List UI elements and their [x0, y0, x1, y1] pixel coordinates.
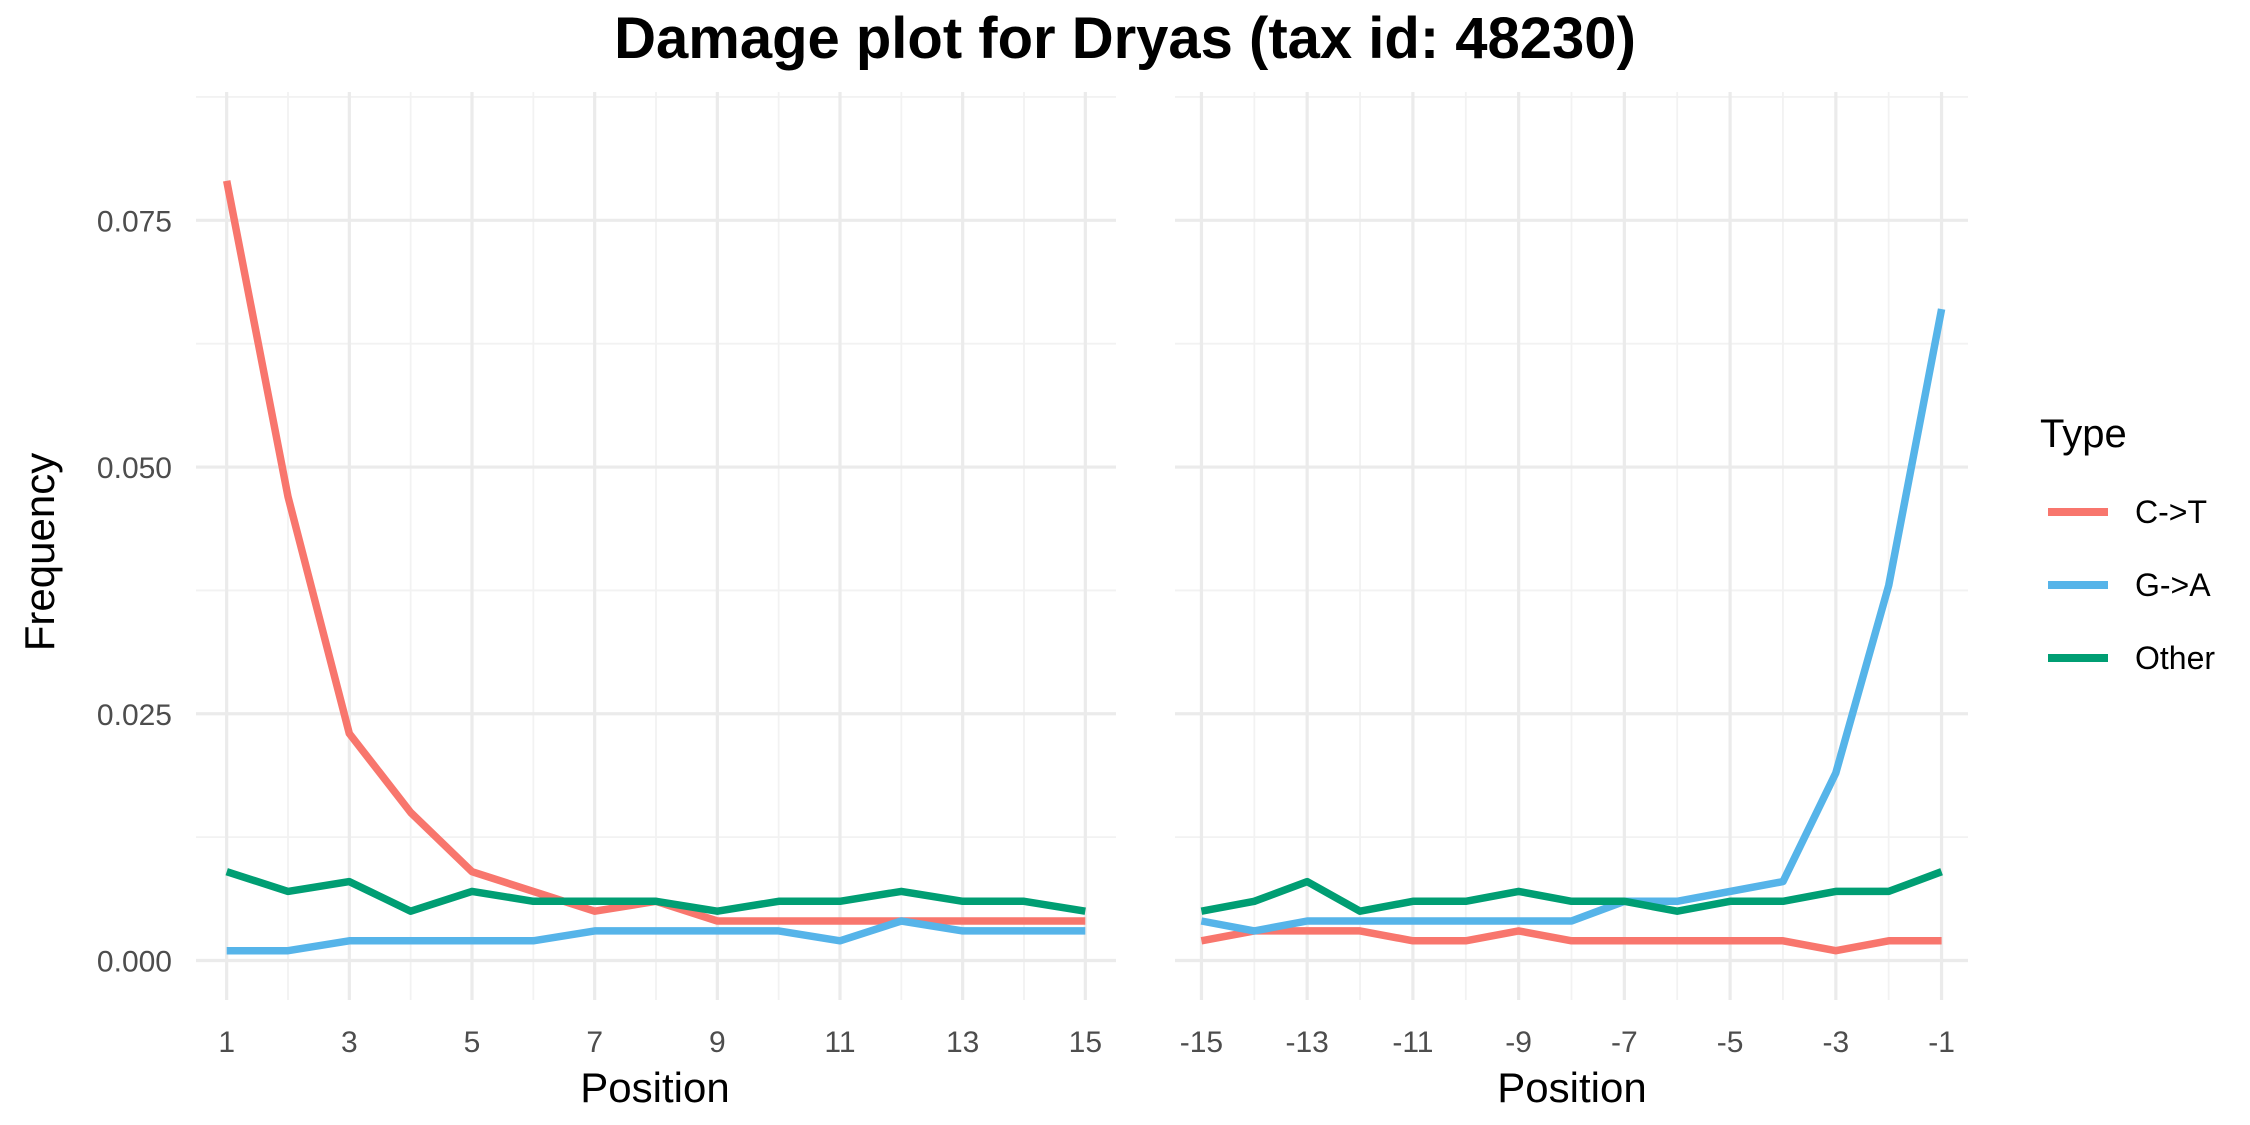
x-tick-label: 13	[946, 1026, 979, 1059]
x-axis-label-left: Position	[580, 1064, 729, 1111]
series-line-g-to-a	[1200, 308, 1946, 935]
grid-left	[196, 92, 1116, 1000]
x-axis-label-right: Position	[1497, 1064, 1646, 1111]
legend-title: Type	[2040, 412, 2127, 456]
legend-key-label: C->T	[2135, 494, 2207, 530]
x-tick-label: 5	[464, 1026, 481, 1059]
x-tick-label: -15	[1180, 1026, 1223, 1059]
x-tick-label: -5	[1717, 1026, 1744, 1059]
x-tick-label: 1	[218, 1026, 235, 1059]
x-tick-label: 15	[1069, 1026, 1102, 1059]
x-tick-label: 7	[586, 1026, 603, 1059]
x-tick-label: -7	[1611, 1026, 1638, 1059]
x-tick-labels-right: -15 -13 -11 -9 -7 -5 -3 -1	[1180, 1026, 1955, 1059]
x-tick-label: -3	[1822, 1026, 1849, 1059]
x-tick-label: -13	[1285, 1026, 1328, 1059]
x-tick-label: -1	[1928, 1026, 1955, 1059]
chart-title: Damage plot for Dryas (tax id: 48230)	[614, 6, 1636, 71]
x-tick-label: 11	[824, 1026, 855, 1059]
legend: Type C->T G->A Other	[2040, 412, 2215, 676]
y-tick-label: 0.000	[97, 946, 172, 979]
series-line-g-to-a	[226, 917, 1086, 955]
x-tick-labels-left: 1 3 5 7 9 11 13 15	[218, 1026, 1102, 1059]
x-tick-label: -9	[1505, 1026, 1532, 1059]
y-axis-label: Frequency	[16, 453, 63, 651]
grid-right	[1175, 92, 1968, 1000]
y-tick-label: 0.050	[97, 452, 172, 485]
series-line-other	[1200, 868, 1943, 915]
series-line-other	[225, 868, 1086, 915]
legend-keys: C->T G->A Other	[2048, 494, 2215, 676]
panel-right: -15 -13 -11 -9 -7 -5 -3 -1 Position	[1175, 92, 1968, 1111]
x-tick-label: 3	[341, 1026, 358, 1059]
series-line-c-to-t	[1200, 927, 1942, 955]
series-lines-right	[1200, 308, 1946, 955]
y-tick-labels: 0.000 0.025 0.050 0.075	[97, 205, 172, 978]
x-tick-label: 9	[709, 1026, 726, 1059]
series-lines-left	[223, 180, 1086, 955]
legend-key-label: G->A	[2135, 567, 2211, 603]
y-tick-label: 0.075	[97, 205, 172, 238]
y-tick-label: 0.025	[97, 699, 172, 732]
x-tick-label: -11	[1392, 1026, 1433, 1059]
legend-key-label: Other	[2135, 640, 2215, 676]
